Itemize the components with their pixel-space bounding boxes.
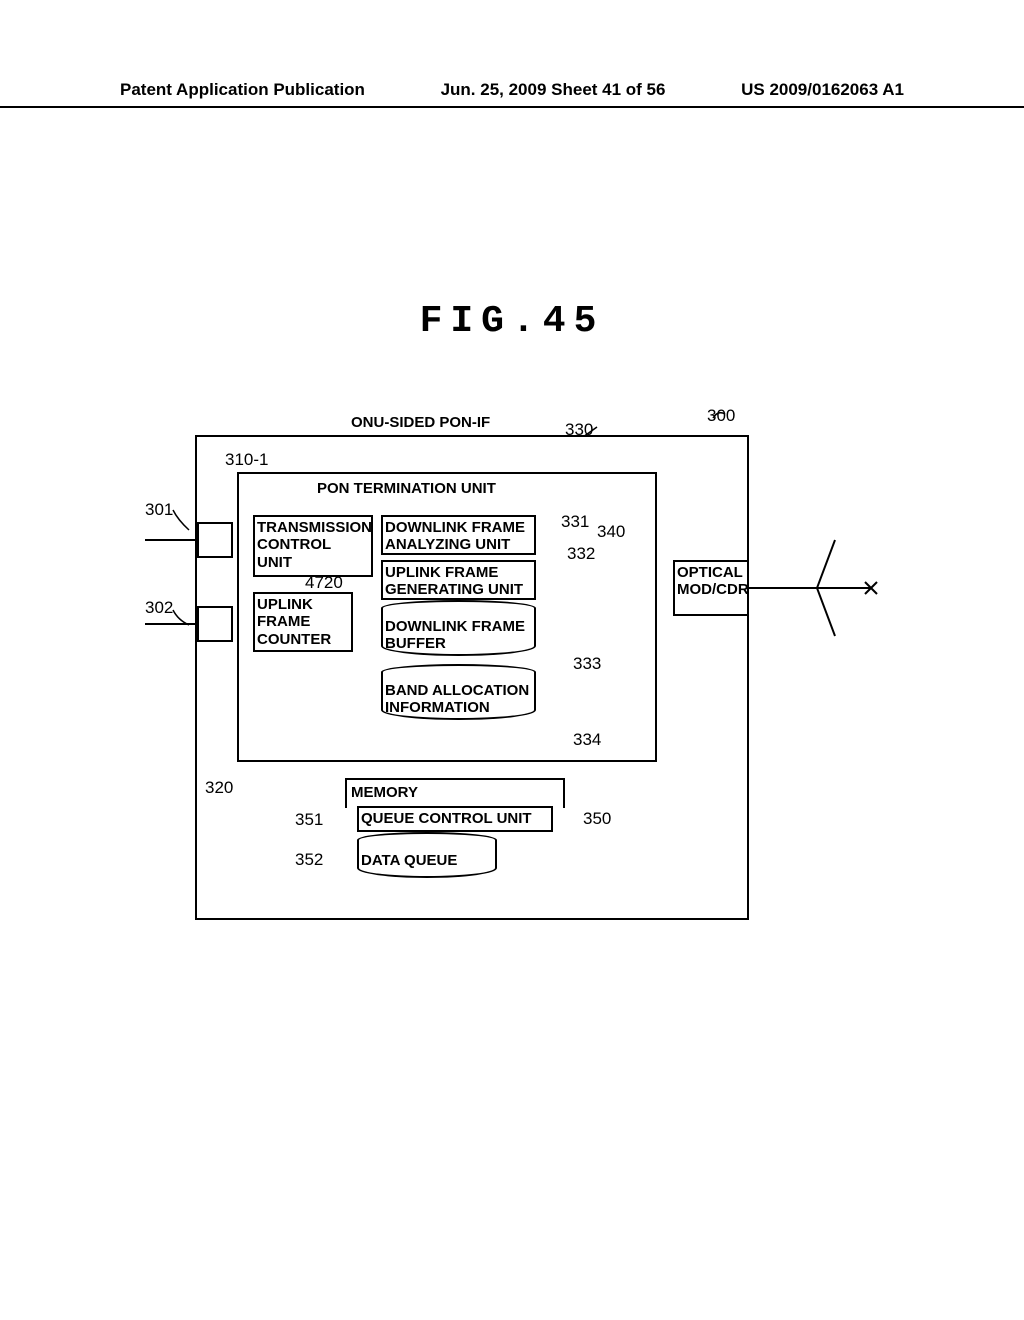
- ref-331: 331: [561, 512, 589, 532]
- ref-301: 301: [145, 500, 173, 520]
- tx-control-label: TRANSMISSION CONTROL UNIT: [257, 519, 372, 571]
- ul-counter-label: UPLINK FRAME COUNTER: [257, 596, 331, 648]
- pon-title: PON TERMINATION UNIT: [317, 480, 496, 497]
- ref-352: 352: [295, 850, 323, 870]
- header-right: US 2009/0162063 A1: [741, 80, 904, 100]
- port-301: [197, 522, 233, 558]
- ref-350: 350: [583, 809, 611, 829]
- header-mid: Jun. 25, 2009 Sheet 41 of 56: [441, 80, 666, 100]
- ref-302: 302: [145, 598, 173, 618]
- figure-label: FIG.45: [0, 300, 1024, 343]
- memory-label: MEMORY: [351, 784, 418, 801]
- ref-333: 333: [573, 654, 601, 674]
- ref-334: 334: [573, 730, 601, 750]
- diagram-container: ONU-SIDED PON-IF PON TERMINATION UNIT TR…: [145, 400, 785, 920]
- ref-351: 351: [295, 810, 323, 830]
- ref-332: 332: [567, 544, 595, 564]
- dl-buffer-label: DOWNLINK FRAME BUFFER: [385, 618, 525, 653]
- ref-340: 340: [597, 522, 625, 542]
- port-302: [197, 606, 233, 642]
- header-left: Patent Application Publication: [120, 80, 365, 100]
- band-info-label: BAND ALLOCATION INFORMATION: [385, 682, 529, 717]
- ref-330: 330: [565, 420, 593, 440]
- optical-label: OPTICAL MOD/CDR: [677, 564, 749, 599]
- dl-analyze-label: DOWNLINK FRAME ANALYZING UNIT: [385, 519, 525, 554]
- onu-title: ONU-SIDED PON-IF: [351, 414, 490, 431]
- ref-300: 300: [707, 406, 735, 426]
- queue-ctrl-label: QUEUE CONTROL UNIT: [361, 810, 532, 827]
- ref-4720: 4720: [305, 573, 343, 593]
- ul-gen-label: UPLINK FRAME GENERATING UNIT: [385, 564, 523, 599]
- ref-320: 320: [205, 778, 233, 798]
- data-queue-label: DATA QUEUE: [361, 852, 457, 869]
- ref-310-1: 310-1: [225, 450, 268, 470]
